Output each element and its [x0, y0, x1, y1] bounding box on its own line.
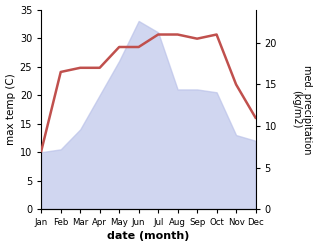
- X-axis label: date (month): date (month): [107, 231, 190, 242]
- Y-axis label: med. precipitation
(kg/m2): med. precipitation (kg/m2): [291, 65, 313, 154]
- Y-axis label: max temp (C): max temp (C): [5, 74, 16, 145]
